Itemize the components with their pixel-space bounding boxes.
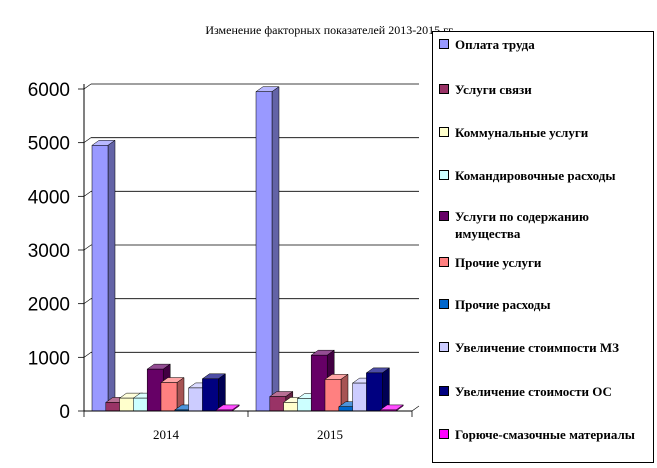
gridline-depth <box>83 298 92 304</box>
floor-edge <box>411 405 420 412</box>
gridline-depth <box>83 83 92 90</box>
legend-label: Коммунальные услуги <box>455 125 589 140</box>
legend-swatch <box>439 299 449 309</box>
legend-label: Услуги связи <box>455 82 532 97</box>
legend-item: Услуги по содержанию имущества <box>439 208 651 242</box>
legend-item: Увеличение стоимости ОС <box>439 383 651 400</box>
bar <box>365 367 391 412</box>
bar <box>201 373 227 412</box>
legend-label: Прочие услуги <box>455 255 542 270</box>
legend-swatch <box>439 170 449 180</box>
legend: Оплата труда Услуги связи Коммунальные усл… <box>432 31 654 463</box>
gridlines <box>83 83 419 358</box>
legend-item: Оплата труда <box>439 36 651 53</box>
legend-item: Прочие услуги <box>439 254 651 271</box>
legend-swatch <box>439 39 449 49</box>
legend-label: Командировочные расходы <box>455 168 616 183</box>
legend-label: Прочие расходы <box>455 297 551 312</box>
bar <box>91 139 116 412</box>
chart-title: Изменение факторных показателей 2013-201… <box>205 23 454 37</box>
y-axis-ticks: 0 1000 2000 3000 4000 5000 6000 <box>28 80 84 423</box>
gridline-depth <box>83 191 92 197</box>
legend-label: Увеличение стоимпости МЗ <box>455 340 619 355</box>
legend-item: Командировочные расходы <box>439 167 651 184</box>
legend-item: Услуги связи <box>439 81 651 98</box>
legend-swatch <box>439 257 449 267</box>
x-tick-label: 2014 <box>153 427 180 442</box>
legend-label: Оплата труда <box>455 37 535 52</box>
legend-swatch <box>439 429 449 439</box>
axes <box>83 84 420 412</box>
x-tick-label: 2015 <box>317 427 343 442</box>
x-axis-ticks: 2014 2015 <box>83 411 413 442</box>
y-tick-label: 4000 <box>28 187 70 208</box>
y-tick-label: 1000 <box>28 348 70 369</box>
legend-item: Коммунальные услуги <box>439 124 651 141</box>
gridline-depth <box>83 352 92 358</box>
legend-item: Увеличение стоимпости МЗ <box>439 339 651 356</box>
bar <box>255 86 280 412</box>
bar <box>160 377 185 412</box>
y-tick-label: 2000 <box>28 295 70 316</box>
y-tick-label: 6000 <box>28 80 70 101</box>
legend-swatch <box>439 342 449 352</box>
legend-label: Горюче-смазочные материалы <box>455 427 635 442</box>
legend-swatch <box>439 386 449 396</box>
gridline-depth <box>83 137 92 143</box>
legend-swatch <box>439 84 449 94</box>
bars <box>91 86 404 412</box>
legend-item: Прочие расходы <box>439 296 651 313</box>
y-tick-label: 0 <box>59 402 70 423</box>
y-tick-label: 5000 <box>28 134 70 155</box>
legend-swatch <box>439 211 449 221</box>
legend-item: Горюче-смазочные материалы <box>439 426 651 443</box>
legend-label: Услуги по содержанию имущества <box>455 209 589 241</box>
legend-swatch <box>439 127 449 137</box>
gridline-depth <box>83 244 92 251</box>
y-tick-label: 3000 <box>28 241 70 262</box>
legend-label: Увеличение стоимости ОС <box>455 384 612 399</box>
